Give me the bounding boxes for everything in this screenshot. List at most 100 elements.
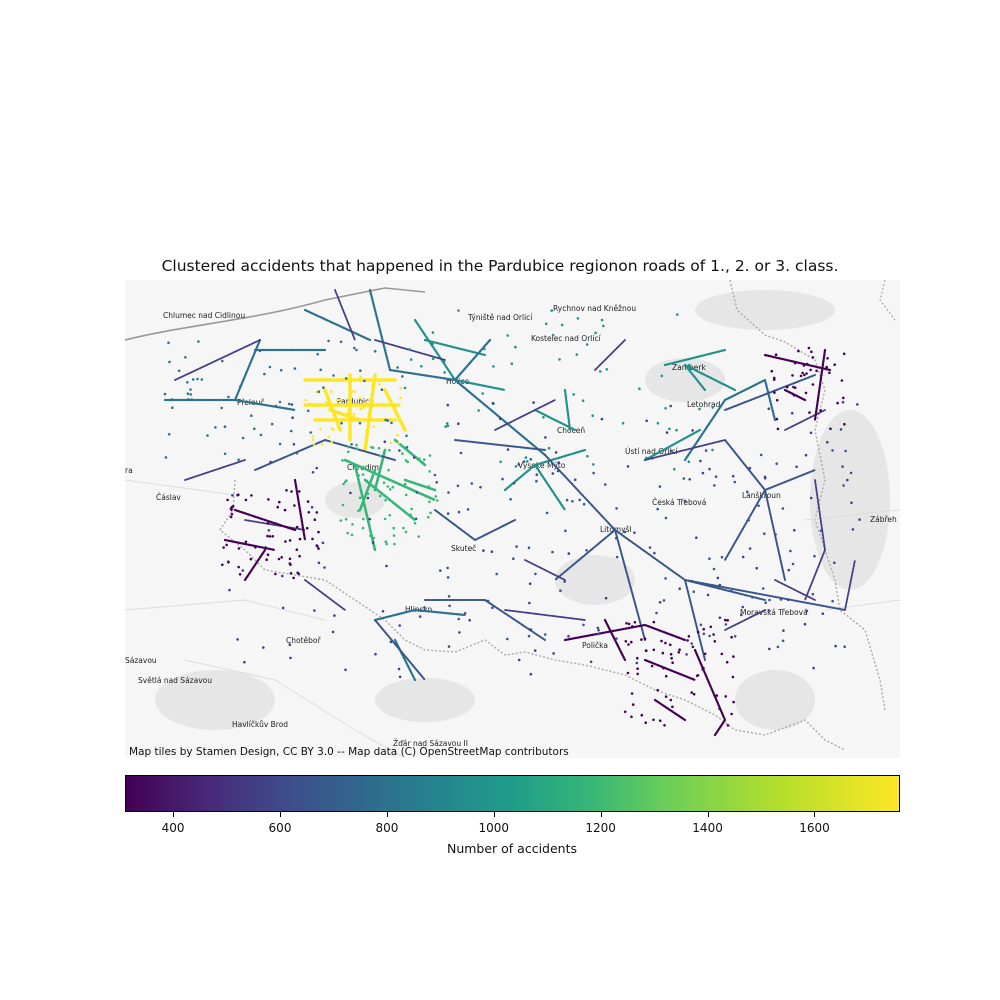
accident-point [775, 417, 779, 421]
accident-point [515, 545, 518, 548]
accident-point [321, 377, 324, 380]
accident-point [802, 364, 806, 367]
accident-point [808, 411, 811, 414]
accident-point [829, 427, 832, 431]
attribution-text: Map tiles by Stamen Design, CC BY 3.0 --… [129, 746, 569, 758]
accident-point [383, 517, 387, 521]
accident-point [671, 661, 674, 664]
accident-point [344, 668, 347, 672]
accident-point [309, 431, 312, 434]
accident-point [809, 496, 813, 500]
accident-point [401, 375, 404, 378]
accident-point [426, 515, 430, 519]
map-panel[interactable]: Chlumec nad Cidlinou Týniště nad Orlicí … [125, 280, 900, 758]
accident-point [237, 547, 241, 550]
accident-point [846, 478, 849, 482]
accident-point [695, 536, 698, 539]
accident-point [267, 529, 271, 532]
accident-point [317, 530, 320, 534]
accident-point [401, 452, 404, 455]
accident-point [660, 374, 664, 378]
accident-point [270, 422, 274, 426]
accident-point [431, 342, 434, 345]
accident-point [431, 331, 435, 334]
accident-point [600, 417, 604, 421]
accident-point [792, 394, 796, 397]
accident-point [350, 390, 354, 393]
accident-point [732, 700, 735, 704]
accident-point [669, 652, 673, 656]
accident-point [403, 386, 407, 390]
accident-point [479, 485, 482, 489]
accident-point [623, 530, 627, 534]
accident-point [506, 448, 510, 451]
accident-point [292, 576, 295, 580]
accident-point [348, 380, 352, 383]
accident-point [383, 440, 387, 443]
accident-point [313, 518, 317, 521]
colorbar [125, 775, 900, 812]
accident-point [526, 460, 529, 463]
accident-point [189, 393, 193, 396]
accident-point [597, 628, 600, 632]
accident-point [559, 589, 562, 592]
accident-point [696, 674, 700, 677]
accident-point [263, 372, 266, 376]
accident-point [244, 540, 248, 544]
accident-point [346, 531, 349, 535]
accident-point [417, 457, 421, 460]
accident-point [292, 443, 296, 446]
accident-point [278, 442, 282, 446]
accident-point [388, 514, 392, 517]
accident-cluster-road [163, 288, 777, 682]
accident-point [712, 633, 715, 636]
accident-point [563, 580, 566, 583]
accident-point [785, 385, 789, 389]
accident-point [730, 635, 733, 639]
accident-point [656, 507, 659, 511]
accident-point [836, 401, 839, 405]
accident-point [371, 541, 375, 544]
accident-point [630, 715, 633, 719]
accident-point [809, 368, 812, 372]
accident-point [698, 407, 701, 411]
accident-point [189, 388, 192, 391]
accident-point [384, 418, 388, 422]
accident-point [605, 368, 609, 371]
accident-point [664, 577, 667, 580]
accident-point [359, 375, 362, 378]
accident-point [528, 582, 532, 585]
accident-point [833, 363, 836, 366]
accident-point [582, 623, 585, 627]
accident-point [636, 667, 639, 670]
accident-point [296, 571, 299, 575]
accident-point [757, 504, 760, 508]
accident-point [624, 640, 628, 643]
accident-point [391, 485, 395, 489]
town-label: Čáslav [156, 493, 181, 502]
accident-point [551, 550, 554, 554]
accident-point [366, 496, 370, 500]
accident-point [781, 639, 785, 643]
accident-point [552, 652, 555, 655]
accident-point [826, 440, 829, 444]
accident-point [811, 383, 815, 386]
accident-point [768, 598, 771, 602]
accident-point [308, 402, 312, 406]
accident-point [444, 425, 448, 428]
accident-point [339, 340, 343, 344]
accident-point [678, 648, 681, 651]
accident-point [544, 322, 548, 326]
accident-point [468, 618, 472, 622]
accident-point [278, 500, 281, 504]
accident-point [819, 409, 822, 412]
accident-point [790, 411, 794, 415]
accident-point [696, 630, 700, 634]
accident-point [786, 598, 790, 601]
town-label: Letohrad [687, 400, 721, 409]
accident-point [651, 456, 654, 460]
accident-point [724, 618, 727, 622]
accident-point [529, 458, 533, 461]
accident-point [227, 395, 230, 399]
accident-point [446, 403, 450, 407]
